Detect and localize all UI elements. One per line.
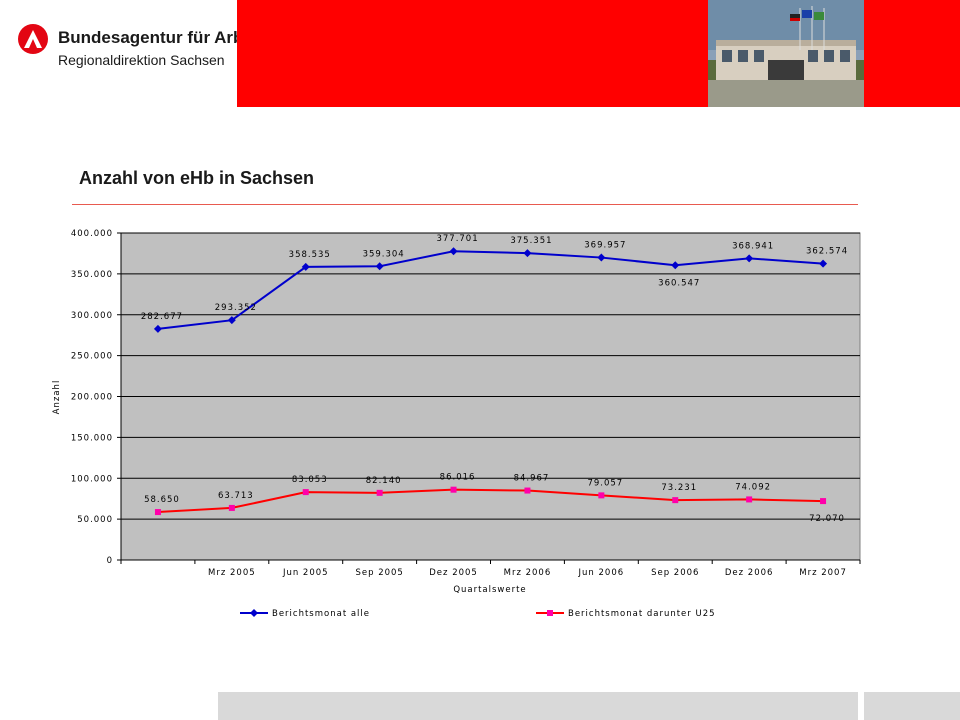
data-label: 375.351 xyxy=(510,236,552,246)
data-point-marker xyxy=(671,261,680,270)
data-point-marker xyxy=(154,509,161,516)
x-tick-label: Mrz 2006 xyxy=(504,568,552,578)
data-point-marker xyxy=(746,496,753,503)
data-point-marker xyxy=(523,249,532,258)
y-tick-label: 0 xyxy=(107,556,113,566)
data-label: 73.231 xyxy=(661,483,697,493)
title-divider xyxy=(72,204,858,205)
y-tick-label: 100.000 xyxy=(71,474,113,484)
legend-marker xyxy=(547,610,553,616)
ba-logo-icon xyxy=(18,24,48,54)
data-label: 83.053 xyxy=(292,475,328,485)
data-point-marker xyxy=(227,316,236,325)
data-point-marker xyxy=(524,487,531,494)
data-point-marker xyxy=(375,262,384,271)
data-point-marker xyxy=(449,247,458,256)
x-tick-label: Jun 2006 xyxy=(578,568,625,578)
data-point-marker xyxy=(376,489,383,496)
footer-bar-right xyxy=(864,692,960,720)
data-point-marker xyxy=(598,492,605,499)
series-line xyxy=(157,250,824,330)
data-label: 359.304 xyxy=(363,249,405,259)
data-point-marker xyxy=(820,498,827,505)
y-tick-label: 200.000 xyxy=(71,393,113,403)
data-labels: 282.677 293.352 358.535 359.304 377.701 375.3… xyxy=(141,234,848,524)
grid-lines xyxy=(121,232,860,520)
data-label: 368.941 xyxy=(732,241,774,251)
y-tick-label: 250.000 xyxy=(71,352,113,362)
legend-label: Berichtsmonat alle xyxy=(272,609,370,619)
x-tick-label: Dez 2006 xyxy=(725,568,774,578)
data-label: 377.701 xyxy=(436,234,478,244)
series-line xyxy=(157,488,824,514)
axes xyxy=(117,232,861,564)
data-label: 369.957 xyxy=(584,241,626,251)
data-label: 58.650 xyxy=(144,495,180,505)
x-tick-label: Sep 2005 xyxy=(355,568,403,578)
building-photo xyxy=(708,0,864,107)
y-tick-label: 50.000 xyxy=(77,515,113,525)
data-label: 362.574 xyxy=(806,247,848,257)
x-tick-label: Dez 2005 xyxy=(429,568,478,578)
data-point-marker xyxy=(301,262,310,271)
y-tick-label: 400.000 xyxy=(71,229,113,239)
footer-bar xyxy=(218,692,858,720)
x-tick-label: Mrz 2007 xyxy=(799,568,847,578)
data-label: 358.535 xyxy=(289,250,331,260)
legend: Berichtsmonat alle Berichtsmonat darunter… xyxy=(240,609,716,619)
data-label: 74.092 xyxy=(735,482,771,492)
data-point-marker xyxy=(302,489,309,496)
legend-marker xyxy=(250,609,258,617)
data-point-marker xyxy=(672,497,679,504)
x-tick-label: Sep 2006 xyxy=(651,568,699,578)
logo: Bundesagentur für Arbeit Regionaldirekti… xyxy=(14,22,263,78)
data-label: 72.070 xyxy=(809,514,845,524)
data-point-marker xyxy=(745,254,754,263)
data-label: 293.352 xyxy=(215,303,257,313)
data-point-marker xyxy=(597,253,606,262)
data-label: 360.547 xyxy=(658,278,700,288)
series-group xyxy=(153,247,828,516)
x-tick-label: Jun 2005 xyxy=(282,568,329,578)
data-label: 282.677 xyxy=(141,312,183,322)
data-point-marker xyxy=(228,504,235,511)
data-label: 79.057 xyxy=(587,478,623,488)
data-point-marker xyxy=(153,324,162,333)
legend-label: Berichtsmonat darunter U25 xyxy=(568,609,716,619)
data-label: 63.713 xyxy=(218,491,254,501)
y-tick-label: 150.000 xyxy=(71,433,113,443)
data-label: 86.016 xyxy=(440,473,476,483)
y-tick-label: 300.000 xyxy=(71,311,113,321)
data-label: 84.967 xyxy=(514,474,550,484)
x-tick-label: Mrz 2005 xyxy=(208,568,256,578)
y-tick-label: 350.000 xyxy=(71,270,113,280)
data-label: 82.140 xyxy=(366,476,402,486)
y-axis-label: Anzahl xyxy=(52,380,62,415)
x-axis-label: Quartalswerte xyxy=(453,585,526,595)
x-tick-labels: Mrz 2005 Jun 2005 Sep 2005 Dez 2005 Mrz 2006… xyxy=(208,568,847,578)
division-name: Regionaldirektion Sachsen xyxy=(58,52,225,68)
y-tick-labels: 0 50.000 100.000 150.000 200.000 250.000 300.0… xyxy=(71,229,113,566)
data-point-marker xyxy=(819,259,828,268)
slide-title: Anzahl von eHb in Sachsen xyxy=(79,168,315,188)
data-point-marker xyxy=(450,486,457,493)
org-name: Bundesagentur für Arbeit xyxy=(58,28,264,47)
